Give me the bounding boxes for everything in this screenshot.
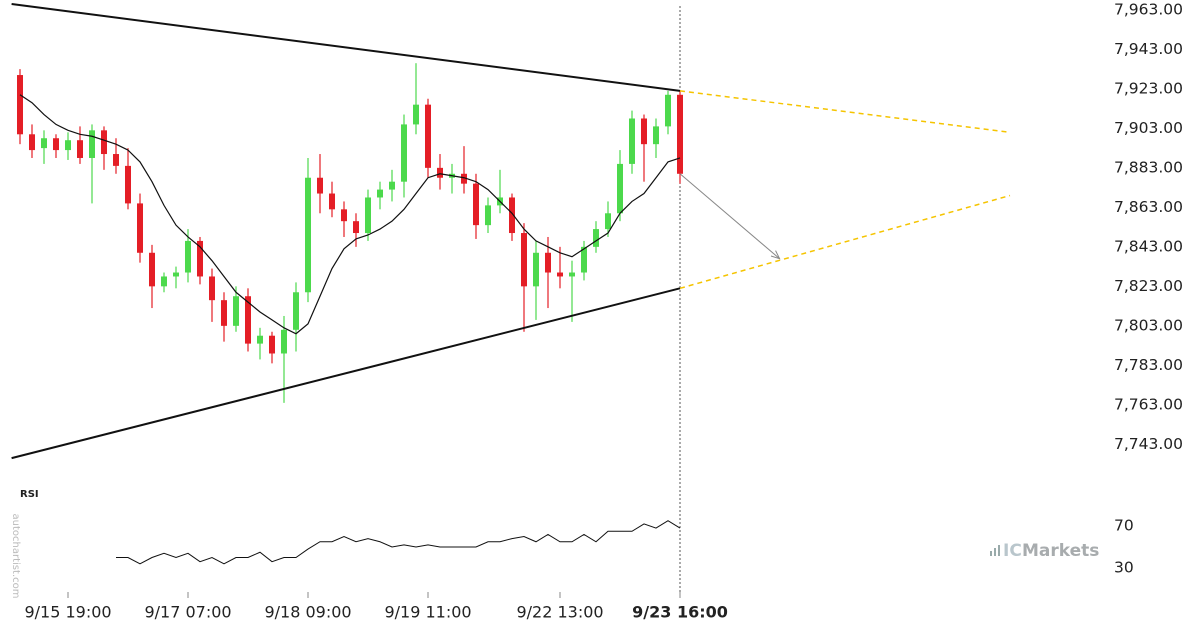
candle-body [509,197,515,234]
candle-body [365,197,371,234]
rsi-tick-label: 70 [1114,517,1134,535]
y-tick-label: 7,783.00 [1114,356,1183,374]
x-tick-label: 9/17 07:00 [144,603,231,622]
candle-body [605,213,611,230]
candle-body [545,252,551,273]
candle-body [593,229,599,247]
candle-body [185,240,191,273]
candle-body [653,126,659,145]
x-tick-label: 9/15 19:00 [24,603,111,622]
y-tick-label: 7,803.00 [1114,316,1183,334]
candle-body [233,296,239,326]
trendline [679,194,1011,290]
candle-body [557,272,563,277]
candle-body [197,240,203,277]
candle-body [89,130,95,158]
candle-body [665,94,671,127]
arrow-head [770,250,781,260]
rsi-tick-label: 30 [1114,559,1134,577]
candle-body [29,134,35,151]
candle-body [137,203,143,253]
candle-body [677,94,683,174]
y-tick-label: 7,923.00 [1114,79,1183,97]
logo-bar [990,551,992,556]
candle-body [413,104,419,125]
candle-body [629,118,635,164]
candle-body [329,193,335,210]
candle-body [77,140,83,158]
trendline [11,287,681,460]
candle-body [617,163,623,214]
x-tick-label: 9/22 13:00 [516,603,603,622]
x-tick-label: 9/18 09:00 [264,603,351,622]
y-tick-label: 7,963.00 [1114,0,1183,18]
candle-body [353,221,359,234]
rsi-line [116,520,681,565]
candle-body [305,177,311,293]
rsi-label: RSI [20,489,39,500]
candle-body [221,300,227,326]
y-tick-label: 7,763.00 [1114,395,1183,413]
logo-bar [998,545,1000,556]
candle-body [53,138,59,151]
candle-body [317,177,323,194]
candle-body [569,272,575,277]
candle-body [425,104,431,168]
candle-body [65,140,71,151]
candle-body [281,329,287,354]
x-tick-label: 9/23 16:00 [632,603,728,622]
trendline [679,90,1011,134]
candle-body [437,167,443,178]
candle-body [209,276,215,301]
x-tick-label: 9/19 11:00 [384,603,471,622]
candle-body [125,165,131,204]
y-tick-label: 7,943.00 [1114,40,1183,58]
y-tick-label: 7,903.00 [1114,119,1183,137]
candle-body [173,272,179,277]
candle-body [521,233,527,287]
candle-body [161,276,167,287]
watermark: autochartist.com [10,514,21,599]
logo-bar [994,548,996,556]
candle-body [389,181,395,190]
candle-body [293,292,299,330]
candle-body [461,173,467,184]
candle-body [257,335,263,344]
candle-body [641,118,647,145]
candle-body [245,296,251,344]
candle-body [149,252,155,287]
forecast-arrow [679,173,780,260]
candle-body [341,209,347,222]
y-tick-label: 7,743.00 [1114,435,1183,453]
candle-body [581,246,587,273]
y-tick-label: 7,883.00 [1114,158,1183,176]
brand-name: Markets [1022,541,1099,561]
brand-prefix: IC [1003,541,1022,561]
trendline [11,2,681,92]
brand-logo: IC Markets [990,541,1099,561]
candle-body [377,189,383,198]
y-tick-label: 7,863.00 [1114,198,1183,216]
y-tick-label: 7,843.00 [1114,237,1183,255]
candle-body [113,154,119,166]
candle-body [101,130,107,155]
candle-body [269,335,275,354]
candle-body [533,252,539,287]
candle-body [41,138,47,149]
moving-average [19,94,681,335]
candle-body [401,124,407,182]
candle-body [17,75,23,135]
y-tick-label: 7,823.00 [1114,277,1183,295]
candle-body [473,183,479,226]
candle-body [485,205,491,226]
